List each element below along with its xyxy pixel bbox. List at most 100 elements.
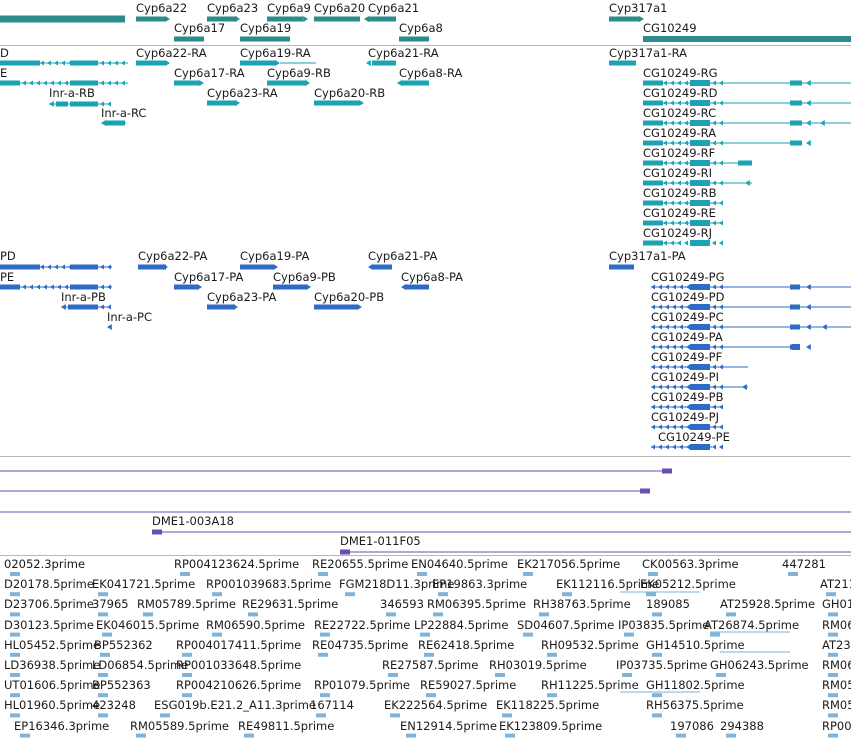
mrna-label[interactable]: CG10249-RJ: [643, 226, 713, 240]
exon-box[interactable]: [368, 16, 396, 22]
strand-arrow[interactable]: [49, 101, 54, 107]
exon-box[interactable]: [690, 160, 710, 166]
strand-arrow[interactable]: [712, 284, 716, 290]
exon-box[interactable]: [690, 100, 710, 106]
est-glyph[interactable]: [406, 733, 416, 738]
exon-box[interactable]: [372, 264, 392, 270]
mrna-label[interactable]: CG10249-RI: [643, 166, 713, 180]
est-label[interactable]: HL05452.5prime: [4, 637, 101, 652]
est-label[interactable]: RM05789.5prime: [137, 597, 236, 612]
gene-label[interactable]: Cyp6a8: [399, 21, 443, 35]
cds-label[interactable]: CG10249-PJ: [651, 410, 720, 424]
strand-arrow[interactable]: [686, 344, 690, 350]
est-glyph[interactable]: [143, 612, 153, 617]
est-label[interactable]: LD06854.5prime: [92, 658, 189, 672]
est-glyph[interactable]: [386, 612, 396, 617]
cds-glyphs[interactable]: [0, 250, 851, 454]
est-label[interactable]: EP16346.3prime: [14, 718, 110, 733]
exon-box[interactable]: [690, 240, 710, 246]
est-label[interactable]: RM05: [822, 698, 851, 713]
est-glyph[interactable]: [828, 632, 838, 637]
mrna-label[interactable]: D: [0, 46, 9, 60]
cds-label[interactable]: CG10249-PD: [651, 290, 725, 304]
strand-arrow[interactable]: [663, 240, 667, 246]
est-label[interactable]: D30123.5prime: [4, 617, 94, 632]
strand-arrow[interactable]: [107, 304, 111, 310]
strand-arrow[interactable]: [686, 364, 690, 370]
est-label[interactable]: EK217056.5prime: [517, 557, 621, 571]
est-glyph[interactable]: [547, 693, 557, 698]
cds-label[interactable]: CG10249-PF: [651, 350, 723, 364]
exon-box[interactable]: [790, 324, 800, 330]
strand-arrow[interactable]: [107, 324, 112, 330]
est-glyph[interactable]: [828, 612, 838, 617]
strand-arrow[interactable]: [22, 284, 26, 290]
mrna-label[interactable]: CG10249-RA: [643, 126, 717, 140]
exon-box[interactable]: [0, 80, 20, 86]
exon-box[interactable]: [643, 120, 663, 126]
exon-box[interactable]: [70, 80, 98, 86]
strand-arrow[interactable]: [712, 240, 716, 246]
strand-arrow[interactable]: [40, 60, 44, 66]
est-label[interactable]: LD36938.5prime: [4, 658, 101, 672]
strand-arrow[interactable]: [665, 444, 669, 450]
exon-box[interactable]: [68, 304, 98, 310]
strand-arrow[interactable]: [719, 284, 723, 290]
exon-box[interactable]: [690, 304, 710, 310]
strand-arrow[interactable]: [679, 284, 683, 290]
strand-arrow[interactable]: [686, 284, 690, 290]
strand-arrow[interactable]: [670, 200, 674, 206]
est-glyph[interactable]: [547, 652, 557, 657]
est-glyph[interactable]: [100, 652, 110, 657]
strand-arrow[interactable]: [54, 60, 58, 66]
est-glyph[interactable]: [828, 673, 838, 677]
strand-arrow[interactable]: [712, 180, 716, 186]
strand-arrow[interactable]: [658, 324, 662, 330]
strand-arrow[interactable]: [686, 304, 690, 310]
est-glyph[interactable]: [502, 713, 512, 718]
strand-arrow[interactable]: [61, 60, 65, 66]
exon-box[interactable]: [105, 120, 125, 126]
strand-arrow[interactable]: [719, 80, 723, 86]
est-glyph[interactable]: [523, 572, 533, 576]
exon-box[interactable]: [643, 100, 663, 106]
exon-box[interactable]: [314, 304, 358, 310]
strand-arrow[interactable]: [665, 284, 669, 290]
strand-arrow[interactable]: [684, 140, 688, 146]
strand-arrow[interactable]: [712, 384, 716, 390]
strand-arrow[interactable]: [639, 16, 644, 22]
exon-box[interactable]: [690, 324, 710, 330]
est-glyph[interactable]: [320, 632, 330, 637]
exon-box[interactable]: [609, 16, 640, 22]
est-label[interactable]: GH14510.5prime: [646, 637, 745, 652]
strand-arrow[interactable]: [107, 101, 111, 107]
exon-box[interactable]: [690, 220, 710, 226]
est-glyph[interactable]: [182, 693, 192, 698]
gene-label[interactable]: Cyp6a9: [267, 1, 311, 15]
est-glyph[interactable]: [345, 592, 355, 597]
est-label[interactable]: D23706.5prime: [4, 597, 94, 612]
strand-arrow[interactable]: [712, 304, 716, 310]
est-glyph[interactable]: [646, 592, 656, 597]
gene-label[interactable]: Cyp6a19: [240, 21, 292, 35]
cds-label[interactable]: Cyp6a8-PA: [401, 270, 464, 284]
exon-box[interactable]: [174, 36, 204, 42]
strand-arrow[interactable]: [719, 324, 723, 330]
strand-arrow[interactable]: [235, 100, 240, 106]
strand-arrow[interactable]: [165, 60, 170, 66]
exon-box[interactable]: [0, 284, 20, 290]
est-label[interactable]: FGM218D11.3prime: [339, 577, 455, 592]
est-label[interactable]: RP00: [822, 718, 851, 733]
strand-arrow[interactable]: [719, 180, 723, 186]
exon-box[interactable]: [314, 16, 360, 22]
strand-arrow[interactable]: [306, 284, 311, 290]
est-glyph[interactable]: [828, 693, 838, 698]
strand-arrow[interactable]: [712, 140, 716, 146]
est-label[interactable]: RM064: [822, 617, 851, 632]
strand-arrow[interactable]: [712, 80, 716, 86]
est-label[interactable]: AT23639: [822, 637, 851, 652]
est-label[interactable]: SD04607.5prime: [517, 617, 615, 632]
est-label[interactable]: RM06590.5prime: [206, 617, 305, 632]
strand-arrow[interactable]: [107, 284, 111, 290]
est-glyph[interactable]: [98, 592, 108, 597]
